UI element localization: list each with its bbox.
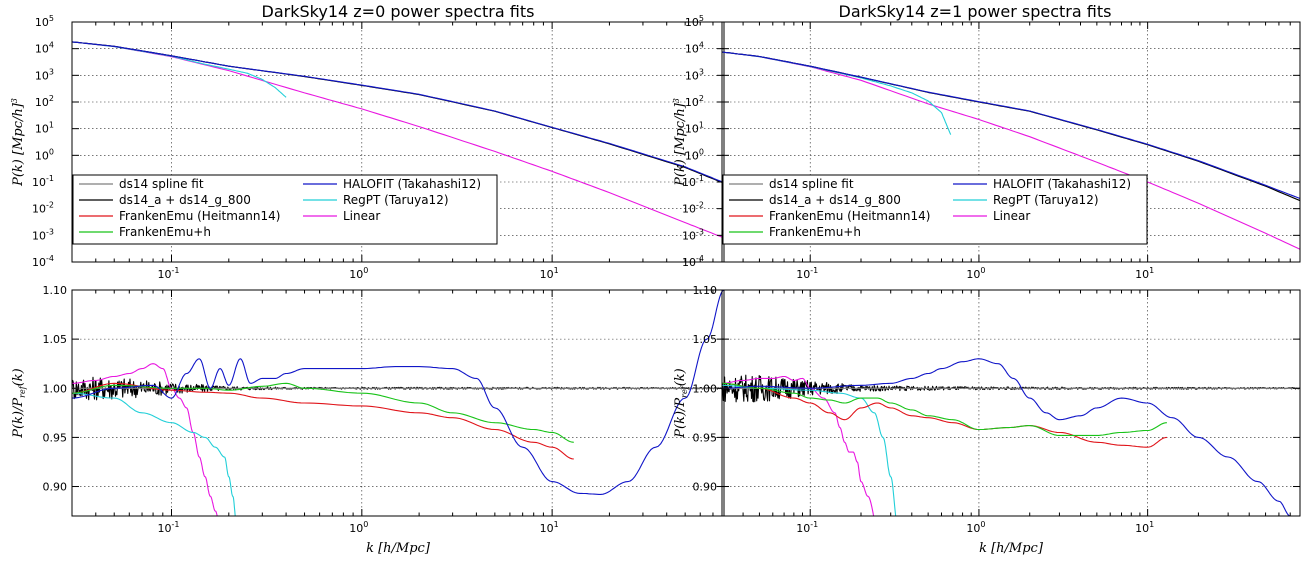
series-line-halofit	[72, 41, 724, 184]
series-line-linear	[722, 375, 875, 516]
y-tick-label: 101	[35, 121, 54, 136]
legend-label: ds14_a + ds14_g_800	[119, 193, 251, 207]
y-tick-label: 10-4	[682, 254, 704, 269]
y-axis-label: P(k) [Mpc/h]3	[10, 98, 26, 187]
x-tick-label: 101	[1135, 266, 1154, 281]
y-tick-label: 100	[35, 147, 54, 162]
panel-z1-ratio: 10-1 100 101 0.90 0.95 1.00 1.05 1.10 P(k)/Pre…	[673, 284, 1301, 556]
x-tick-label: 100	[966, 520, 985, 535]
x-tick-label: 101	[540, 520, 559, 535]
series-line-frankenh	[722, 382, 1167, 436]
y-tick-label: 1.10	[43, 284, 68, 297]
legend-label: HALOFIT (Takahashi12)	[993, 177, 1131, 191]
plot-frame	[71, 21, 725, 263]
plot-frame	[721, 289, 1301, 517]
series-line-halofit	[722, 51, 1300, 200]
y-tick-label: 10-1	[32, 174, 54, 189]
panel-z0-ratio: 10-1 100 101 0.90 0.95 1.00 1.05 1.10 P(k)/Pre…	[11, 284, 725, 556]
y-tick-label: 0.95	[43, 431, 68, 444]
x-tick-label: 10-1	[796, 520, 818, 535]
x-tick-label: 100	[349, 266, 368, 281]
y-tick-label: 105	[35, 14, 54, 29]
legend-label: Linear	[993, 209, 1030, 223]
legend-label: HALOFIT (Takahashi12)	[343, 177, 481, 191]
y-axis-label: P(k)/Pref(k)	[11, 368, 27, 438]
chart-title: DarkSky14 z=0 power spectra fits	[262, 2, 535, 21]
legend: ds14 spline fit ds14_a + ds14_g_800 Franke…	[72, 174, 498, 245]
x-tick-label: 101	[1135, 520, 1154, 535]
x-tick-label: 10-1	[158, 266, 180, 281]
x-axis-label: k [h/Mpc]	[979, 541, 1044, 556]
y-tick-label: 1.00	[43, 382, 68, 395]
y-tick-label: 1.10	[693, 284, 718, 297]
series-line-ds14_a	[72, 41, 724, 184]
y-tick-label: 10-3	[32, 227, 54, 242]
legend-label: FrankenEmu+h	[769, 225, 861, 239]
series-line-ds14_spline	[72, 41, 724, 184]
y-tick-label: 10-2	[682, 201, 704, 216]
chart-title: DarkSky14 z=1 power spectra fits	[839, 2, 1112, 21]
x-tick-label: 10-1	[796, 266, 818, 281]
plot-frame	[721, 21, 1301, 263]
x-tick-label: 100	[966, 266, 985, 281]
legend-label: RegPT (Taruya12)	[993, 193, 1099, 207]
y-tick-label: 103	[35, 67, 54, 82]
y-tick-label: 10-3	[682, 227, 704, 242]
panel-z1-power-spectra: DarkSky14 z=1 power spectra fits 10-1 100…	[672, 2, 1301, 281]
y-tick-label: 103	[685, 67, 704, 82]
y-tick-label: 1.05	[693, 333, 718, 346]
legend-label: FrankenEmu+h	[119, 225, 211, 239]
series-line-regpt	[722, 51, 952, 135]
x-tick-label: 101	[540, 266, 559, 281]
x-axis-label: k [h/Mpc]	[366, 541, 431, 556]
legend-label: ds14 spline fit	[769, 177, 854, 191]
y-tick-label: 1.05	[43, 333, 68, 346]
panel-z0-power-spectra: DarkSky14 z=0 power spectra fits 10-1 100…	[10, 2, 725, 281]
legend-label: ds14_a + ds14_g_800	[769, 193, 901, 207]
series-line-frankenh	[72, 382, 574, 443]
legend: ds14 spline fit ds14_a + ds14_g_800 Franke…	[722, 174, 1148, 245]
legend-label: Linear	[343, 209, 380, 223]
y-tick-label: 104	[685, 41, 704, 56]
y-tick-label: 0.95	[693, 431, 718, 444]
legend-label: FrankenEmu (Heitmann14)	[119, 209, 280, 223]
plot-frame	[71, 289, 725, 517]
legend-label: ds14 spline fit	[119, 177, 204, 191]
y-tick-label: 105	[685, 14, 704, 29]
y-tick-label: 102	[35, 94, 54, 109]
y-tick-label: 0.90	[693, 481, 718, 494]
y-tick-label: 0.90	[43, 481, 68, 494]
y-axis-label: P(k)/Pref(k)	[673, 368, 689, 438]
y-tick-label: 10-4	[32, 254, 54, 269]
legend-label: RegPT (Taruya12)	[343, 193, 449, 207]
y-tick-label: 10-2	[32, 201, 54, 216]
y-tick-label: 104	[35, 41, 54, 56]
series-line-franken	[722, 382, 1167, 448]
legend-label: FrankenEmu (Heitmann14)	[769, 209, 930, 223]
x-tick-label: 10-1	[158, 520, 180, 535]
x-tick-label: 100	[349, 520, 368, 535]
series-line-halofit	[72, 290, 724, 495]
y-tick-label: 1.00	[693, 382, 718, 395]
series-line-franken	[72, 382, 574, 460]
series-line-halofit	[722, 358, 1291, 516]
series-line-regpt	[72, 392, 236, 516]
y-axis-label: P(k) [Mpc/h]3	[672, 98, 688, 187]
